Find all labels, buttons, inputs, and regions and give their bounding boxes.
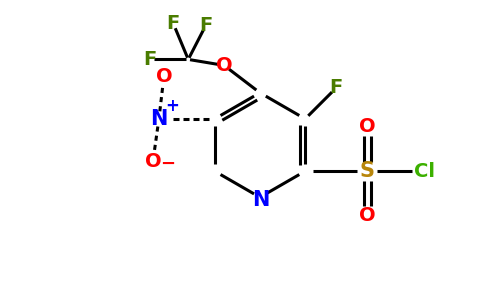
Text: O: O <box>216 56 232 75</box>
Text: N: N <box>150 109 167 129</box>
Text: F: F <box>166 14 180 33</box>
Text: S: S <box>360 161 375 181</box>
Text: N: N <box>252 190 269 210</box>
Text: +: + <box>166 98 179 116</box>
Text: O: O <box>145 152 161 171</box>
Text: O: O <box>155 67 172 86</box>
Text: F: F <box>199 16 212 35</box>
Text: O: O <box>359 206 376 225</box>
Text: O: O <box>359 117 376 136</box>
Text: −: − <box>160 155 175 173</box>
Text: F: F <box>330 77 343 97</box>
Text: Cl: Cl <box>414 162 435 181</box>
Text: F: F <box>143 50 156 69</box>
